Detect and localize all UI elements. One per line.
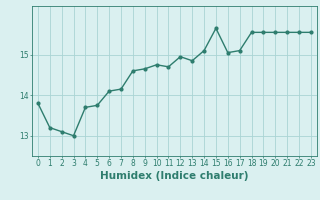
X-axis label: Humidex (Indice chaleur): Humidex (Indice chaleur): [100, 171, 249, 181]
